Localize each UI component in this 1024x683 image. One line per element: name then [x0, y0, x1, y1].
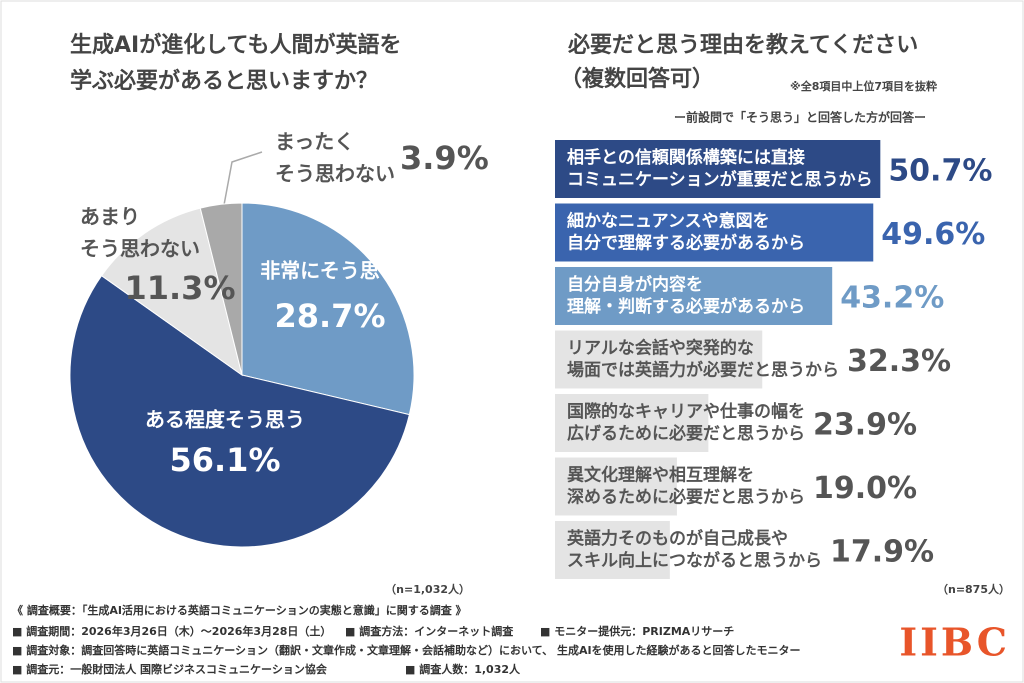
bar-label: 深めるために必要だと思うから — [567, 487, 805, 508]
bar — [555, 394, 709, 452]
slice-label: 非常にそう思う — [260, 259, 400, 283]
pie-slice — [199, 202, 243, 376]
chart-annotation: ー前設問で「そう思う」と回答した方が回答ー — [674, 110, 926, 125]
slice-value: 28.7% — [274, 297, 385, 335]
footer-item: ■ 調査対象：調査回答時に英語コミュニケーション（翻訳・文章作成・文章理解・会話… — [12, 643, 801, 657]
pie-slice — [100, 207, 243, 377]
bar-label: 異文化理解や相互理解を — [567, 465, 754, 486]
leader-line — [223, 151, 263, 206]
chart-title: 必要だと思う理由を教えてください — [568, 32, 918, 58]
bar — [555, 140, 881, 198]
bar-label: 理解・判断する必要があるから — [567, 296, 805, 317]
chart-note: ※全8項目中上位7項目を抜粋 — [790, 79, 937, 93]
slice-value: 11.3% — [124, 269, 235, 307]
footer-item: ■ 調査方法：インターネット調査 — [345, 624, 513, 638]
bar-label: 英語力そのものが自己成長や — [567, 528, 788, 549]
bar — [555, 330, 763, 389]
bar-label: 自分自身が内容を — [567, 274, 703, 295]
bar-value: 17.9% — [830, 535, 934, 570]
bar-value: 43.2% — [840, 281, 944, 316]
bar-label: 自分で理解する必要があるから — [567, 233, 805, 254]
bar-value: 49.6% — [881, 217, 985, 252]
slice-value: 56.1% — [169, 441, 280, 479]
bar-label: 相手との信頼関係構築には直接 — [567, 147, 805, 168]
bar — [555, 457, 677, 516]
footer-heading: 《 調査概要：「生成AI活用における英語コミュニケーションの実態と意識」に関する… — [12, 603, 467, 617]
chart-title: 学ぶ必要があると思いますか？ — [70, 68, 378, 94]
bar-value: 19.0% — [813, 471, 917, 506]
logo: IIBC — [899, 620, 1010, 665]
slice-label: まったく — [275, 130, 354, 154]
footer-item: ■ モニター提供元：PRIZMAリサーチ — [540, 624, 734, 638]
pie-slice — [241, 202, 415, 416]
sample-note: （n=1,032人） — [385, 582, 470, 596]
bar-label: 国際的なキャリアや仕事の幅を — [567, 401, 805, 422]
bar — [555, 203, 874, 262]
slice-value: 3.9% — [400, 139, 489, 177]
slice-label: そう思わない — [275, 162, 395, 186]
bar-label: 細かなニュアンスや意図を — [567, 211, 770, 232]
bar-label: リアルな会話や突発的な — [567, 338, 754, 359]
slice-label: そう思わない — [80, 237, 200, 261]
slice-label: ある程度そう思う — [145, 408, 305, 432]
chart-title: 生成AIが進化しても人間が英語を — [70, 32, 401, 58]
footer-item: ■ 調査期間：2026年3月26日（木）～2026年3月28日（土） — [12, 624, 331, 638]
sample-note: （n=875人） — [937, 582, 1010, 596]
bar-label: 広げるために必要だと思うから — [567, 423, 805, 444]
chart-subtitle: （複数回答可） — [560, 66, 714, 92]
bar-label: コミュニケーションが重要だと思うから — [567, 169, 873, 190]
slice-label: あまり — [80, 205, 140, 229]
bar-value: 50.7% — [888, 154, 992, 189]
pie-slice — [69, 274, 410, 548]
bar-label: 場面では英語力が必要だと思うから — [567, 360, 839, 381]
bar — [555, 521, 670, 579]
footer-item: ■ 調査人数：1,032人 — [405, 662, 521, 676]
bar-value: 32.3% — [847, 344, 951, 379]
bar — [555, 267, 833, 325]
bar-value: 23.9% — [813, 408, 917, 443]
bar-label: スキル向上につながると思うから — [567, 550, 822, 571]
footer-item: ■ 調査元：一般財団法人 国際ビジネスコミュニケーション協会 — [12, 662, 328, 676]
